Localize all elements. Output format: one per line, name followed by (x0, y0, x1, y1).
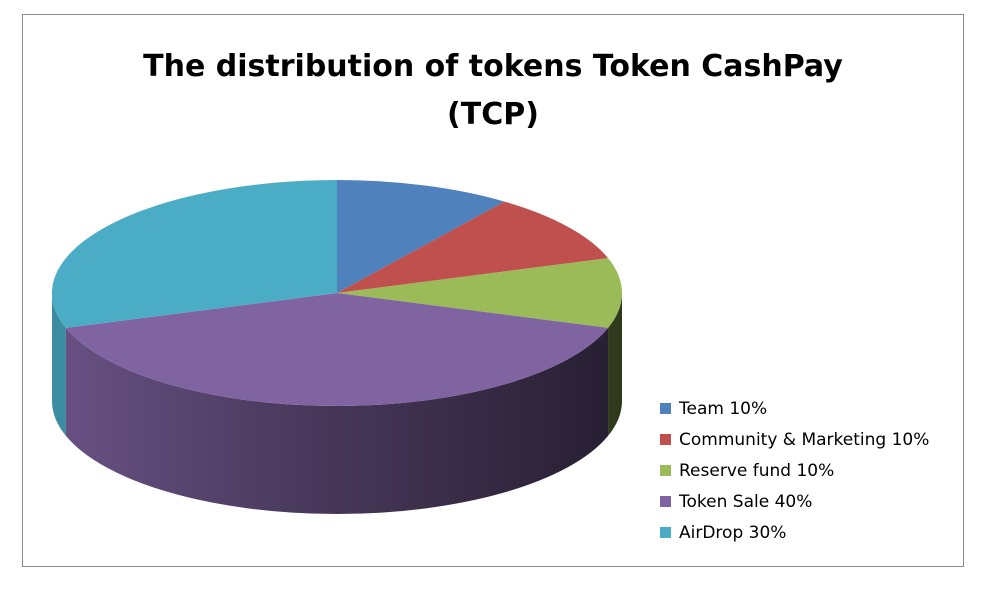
legend-item-token-sale: Token Sale 40% (660, 486, 929, 517)
pie-side-token-sale (65, 327, 609, 514)
pie-slice-team (337, 180, 505, 293)
pie-slice-reserve-fund (337, 258, 622, 328)
legend-swatch-community-marketing (660, 434, 671, 445)
legend-label-reserve-fund: Reserve fund 10% (679, 460, 835, 481)
legend-item-team: Team 10% (660, 393, 929, 424)
legend-label-community-marketing: Community & Marketing 10% (679, 429, 930, 450)
legend-label-team: Team 10% (679, 398, 768, 419)
pie-side-reserve-fund (608, 293, 622, 436)
chart-legend: Team 10% Community & Marketing 10% Reser… (660, 393, 929, 548)
pie-slice-airdrop (51, 180, 338, 328)
pie-slice-token-sale (65, 293, 609, 406)
chart-title: The distribution of tokens Token CashPay… (23, 43, 963, 139)
legend-label-airdrop: AirDrop 30% (679, 522, 787, 543)
legend-item-airdrop: AirDrop 30% (660, 517, 929, 548)
pie-side-airdrop (52, 293, 66, 436)
chart-title-line-2: (TCP) (447, 97, 539, 132)
legend-item-reserve-fund: Reserve fund 10% (660, 455, 929, 486)
pie-slice-community-marketing (337, 201, 609, 293)
legend-swatch-reserve-fund (660, 465, 671, 476)
chart-title-line-1: The distribution of tokens Token CashPay (143, 49, 843, 84)
legend-swatch-team (660, 403, 671, 414)
legend-swatch-airdrop (660, 527, 671, 538)
legend-swatch-token-sale (660, 496, 671, 507)
legend-label-token-sale: Token Sale 40% (679, 491, 813, 512)
legend-item-community-marketing: Community & Marketing 10% (660, 424, 929, 455)
